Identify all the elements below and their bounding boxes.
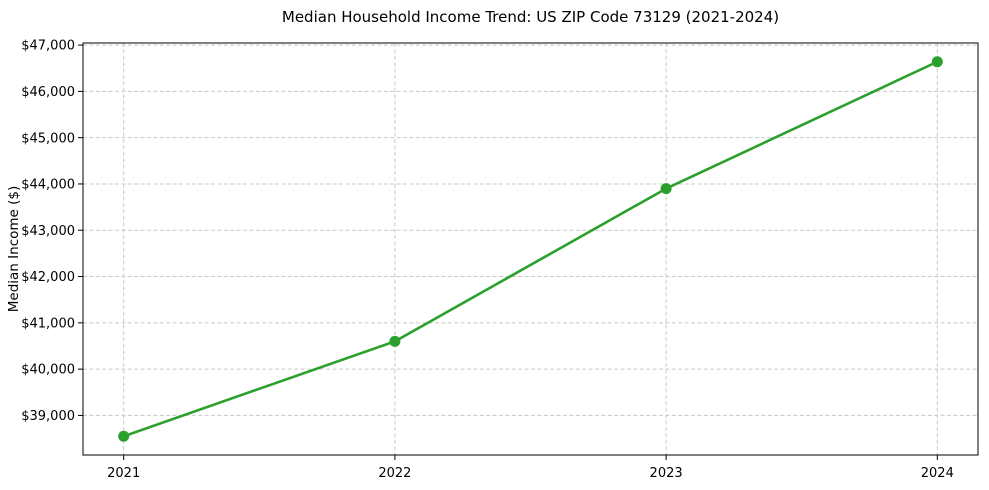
x-tick-label: 2022 [378,466,411,481]
x-tick-label: 2024 [921,466,954,481]
plot-border [82,42,979,456]
y-tick-label: $45,000 [21,131,75,146]
y-tick-label: $40,000 [21,363,75,378]
y-tick-label: $44,000 [21,178,75,193]
chart-title: Median Household Income Trend: US ZIP Co… [281,8,780,26]
y-tick-label: $43,000 [21,224,75,239]
y-tick-label: $41,000 [21,316,75,331]
x-tick-label: 2021 [107,466,140,481]
y-tick-label: $46,000 [21,85,75,100]
data-point-2023 [660,183,672,195]
y-tick-label: $42,000 [21,270,75,285]
x-tick-label: 2023 [650,466,683,481]
data-point-2024 [931,56,943,68]
data-point-2022 [389,335,401,347]
y-tick-label: $47,000 [21,39,75,54]
data-point-2021 [118,430,130,442]
trend-line [122,60,939,438]
y-axis-label: Median Income ($) [6,186,22,312]
y-tick-label: $39,000 [21,409,75,424]
